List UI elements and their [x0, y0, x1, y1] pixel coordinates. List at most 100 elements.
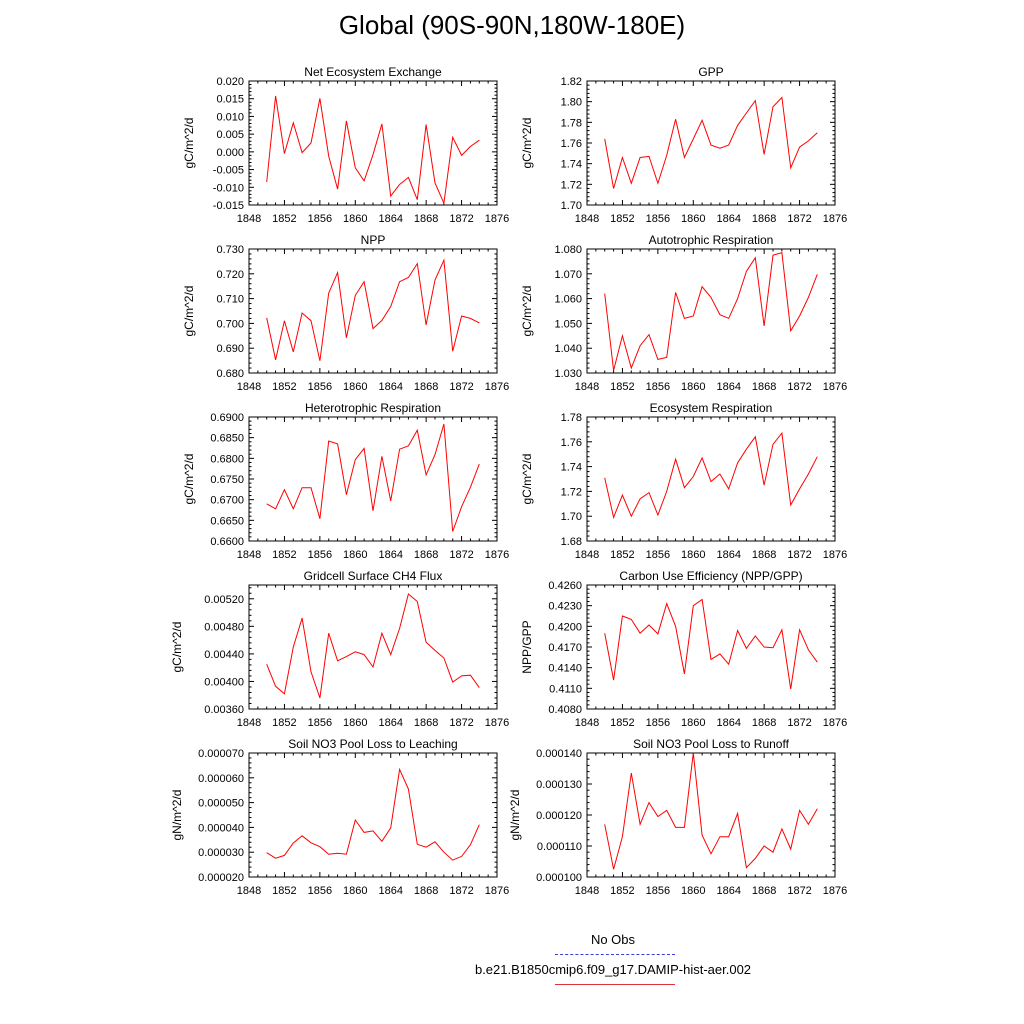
y-tick-label: 0.6650 [210, 515, 244, 527]
y-tick-label: 0.6700 [210, 495, 244, 507]
x-tick-label: 1860 [681, 381, 705, 393]
x-tick-label: 1860 [681, 717, 705, 729]
x-tick-label: 1860 [343, 885, 367, 897]
x-tick-label: 1868 [414, 213, 438, 225]
x-tick-label: 1872 [787, 381, 811, 393]
x-tick-label: 1848 [237, 717, 261, 729]
legend-obs-label: No Obs [590, 932, 636, 947]
panel-2: GPP 1848 1852 1856 1860 1864 1868 1872 1876 1.70 1… [520, 65, 847, 225]
x-tick-label: 1856 [308, 885, 332, 897]
panel-3: NPP 1848 1852 1856 1860 1864 1868 1872 1876 0.680… [182, 233, 509, 393]
y-tick-label: 1.78 [561, 412, 582, 424]
y-tick-label: 0.6900 [210, 412, 244, 424]
x-tick-label: 1860 [343, 549, 367, 561]
x-tick-label: 1852 [610, 213, 634, 225]
x-tick-label: 1860 [681, 213, 705, 225]
x-tick-label: 1872 [787, 885, 811, 897]
x-tick-label: 1856 [646, 717, 670, 729]
y-tick-label: 1.76 [561, 437, 582, 449]
x-tick-label: 1872 [449, 213, 473, 225]
x-tick-label: 1868 [414, 885, 438, 897]
y-tick-label: 1.72 [561, 179, 582, 191]
y-tick-label: 0.720 [216, 269, 244, 281]
y-tick-label: 1.76 [561, 138, 582, 150]
series-line [266, 767, 480, 861]
y-tick-label: 0.4170 [548, 642, 582, 654]
x-tick-label: 1864 [378, 381, 402, 393]
y-tick-label: 0.000040 [198, 822, 244, 834]
x-tick-label: 1868 [752, 213, 776, 225]
y-tick-label: 0.00440 [204, 649, 244, 661]
x-tick-label: 1864 [378, 717, 402, 729]
x-tick-label: 1848 [237, 213, 261, 225]
y-tick-label: 0.000140 [536, 748, 582, 760]
y-tick-label: 0.010 [216, 111, 244, 123]
y-tick-label: -0.015 [213, 200, 244, 212]
plot-frame [248, 248, 498, 374]
y-tick-label: 1.72 [561, 486, 582, 498]
x-tick-label: 1860 [681, 885, 705, 897]
panel-6: Ecosystem Respiration 1848 1852 1856 1860 186… [520, 401, 847, 561]
x-tick-label: 1848 [575, 885, 599, 897]
x-tick-label: 1872 [449, 885, 473, 897]
y-tick-label: 0.6600 [210, 536, 244, 548]
legend-obs-line [555, 954, 675, 955]
x-tick-label: 1868 [414, 717, 438, 729]
y-tick-label: 0.00520 [204, 594, 244, 606]
y-axis-label: gC/m^2/d [520, 454, 534, 505]
series-line [266, 423, 480, 532]
series-line [604, 752, 818, 870]
x-tick-label: 1876 [485, 885, 509, 897]
panel-7: Gridcell Surface CH4 Flux 1848 1852 1856 186… [170, 569, 509, 729]
x-tick-label: 1856 [646, 381, 670, 393]
y-tick-label: 0.000030 [198, 847, 244, 859]
x-tick-label: 1856 [646, 213, 670, 225]
panel-5: Heterotrophic Respiration 1848 1852 1856 186… [182, 401, 509, 561]
plot-frame [248, 584, 498, 710]
x-tick-label: 1856 [308, 381, 332, 393]
plot-frame [586, 248, 836, 374]
y-tick-label: 1.74 [561, 462, 582, 474]
x-tick-label: 1860 [343, 381, 367, 393]
y-tick-label: 0.730 [216, 244, 244, 256]
y-tick-label: 1.050 [554, 318, 582, 330]
y-tick-label: 0.4230 [548, 601, 582, 613]
y-tick-label: 1.78 [561, 117, 582, 129]
y-tick-label: -0.005 [213, 165, 244, 177]
panel-title: Ecosystem Respiration [650, 401, 773, 415]
y-tick-label: 0.4080 [548, 704, 582, 716]
y-tick-label: 0.4200 [548, 621, 582, 633]
x-tick-label: 1856 [308, 717, 332, 729]
panel-title: Autotrophic Respiration [649, 233, 774, 247]
plot-frame [248, 80, 498, 206]
x-tick-label: 1868 [752, 885, 776, 897]
y-axis-label: gC/m^2/d [182, 454, 196, 505]
y-tick-label: 1.70 [561, 200, 582, 212]
y-tick-label: 0.000100 [536, 872, 582, 884]
y-tick-label: 1.060 [554, 294, 582, 306]
series-line [604, 252, 818, 371]
x-tick-label: 1876 [485, 213, 509, 225]
y-tick-label: 1.040 [554, 343, 582, 355]
x-tick-label: 1868 [752, 717, 776, 729]
x-tick-label: 1848 [237, 885, 261, 897]
x-tick-label: 1860 [681, 549, 705, 561]
y-tick-label: 0.000060 [198, 773, 244, 785]
x-tick-label: 1852 [272, 717, 296, 729]
x-tick-label: 1876 [485, 717, 509, 729]
x-tick-label: 1856 [308, 549, 332, 561]
y-tick-label: 0.000 [216, 147, 244, 159]
series-line [266, 95, 480, 206]
x-tick-label: 1848 [237, 381, 261, 393]
y-tick-label: 1.82 [561, 76, 582, 88]
x-tick-label: 1872 [787, 717, 811, 729]
panel-8: Carbon Use Efficiency (NPP/GPP) 1848 1852 1… [520, 569, 847, 729]
y-tick-label: 1.080 [554, 244, 582, 256]
plot-frame [248, 752, 498, 878]
plot-frame [586, 416, 836, 542]
x-tick-label: 1852 [272, 213, 296, 225]
y-tick-label: 0.00360 [204, 704, 244, 716]
legend-case-line [555, 984, 675, 985]
y-tick-label: 0.000120 [536, 810, 582, 822]
x-tick-label: 1848 [575, 213, 599, 225]
